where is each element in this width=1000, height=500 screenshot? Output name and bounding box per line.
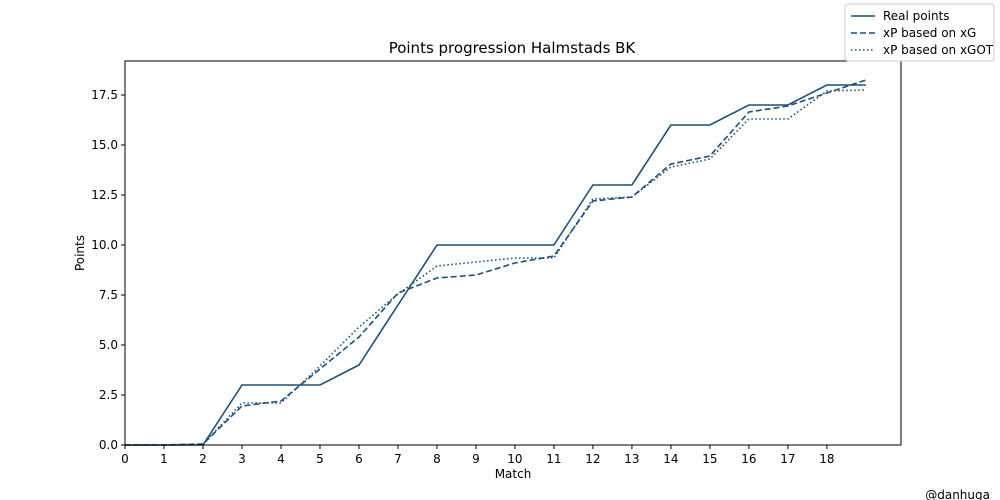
legend-label-2: xP based on xG [883,26,976,40]
x-tick-label: 0 [121,452,129,466]
legend-box [844,3,995,62]
y-tick-label: 12.5 [91,188,118,202]
y-tick-label: 0.0 [99,438,118,452]
y-tick-label: 5.0 [99,338,118,352]
x-axis-label: Match [495,467,532,481]
y-tick-label: 7.5 [99,288,118,302]
x-axis-ticks: 0 1 2 3 4 5 6 7 8 9 10 11 12 13 14 15 16 17 18 [121,445,835,466]
plot-frame [124,60,902,446]
series-lines [125,79,867,446]
x-tick-label: 9 [472,452,480,466]
legend-label-3: xP based on xGOT [883,43,994,57]
series-line-1 [125,84,866,446]
y-axis-ticks: 0.0 2.5 5.0 7.5 10.0 12.5 15.0 17.5 [91,88,125,452]
x-tick-label: 1 [160,452,168,466]
x-tick-label: 4 [277,452,285,466]
x-tick-label: 11 [546,452,561,466]
y-tick-label: 10.0 [91,238,118,252]
x-tick-label: 5 [316,452,324,466]
x-tick-label: 16 [741,452,756,466]
x-tick-label: 17 [780,452,795,466]
x-tick-label: 7 [394,452,402,466]
series-line-3 [125,89,866,446]
y-axis-label: Points [73,235,87,271]
watermark-text: @danhuga [925,488,990,500]
legend-items: Real points xP based on xG xP based on xGO… [851,9,994,57]
x-tick-label: 3 [238,452,246,466]
x-tick-label: 8 [433,452,441,466]
x-tick-label: 13 [624,452,639,466]
legend: Real points xP based on xG xP based on xGO… [844,3,995,62]
y-tick-label: 2.5 [99,388,118,402]
x-tick-label: 2 [199,452,207,466]
series-line-2 [125,79,867,446]
y-tick-label: 17.5 [91,88,118,102]
y-tick-label: 15.0 [91,138,118,152]
x-tick-label: 15 [702,452,717,466]
x-tick-label: 6 [355,452,363,466]
chart-title: Points progression Halmstads BK [389,39,637,57]
x-tick-label: 12 [585,452,600,466]
x-tick-label: 10 [507,452,522,466]
x-tick-label: 18 [819,452,834,466]
legend-label-1: Real points [883,9,950,23]
x-tick-label: 14 [663,452,678,466]
